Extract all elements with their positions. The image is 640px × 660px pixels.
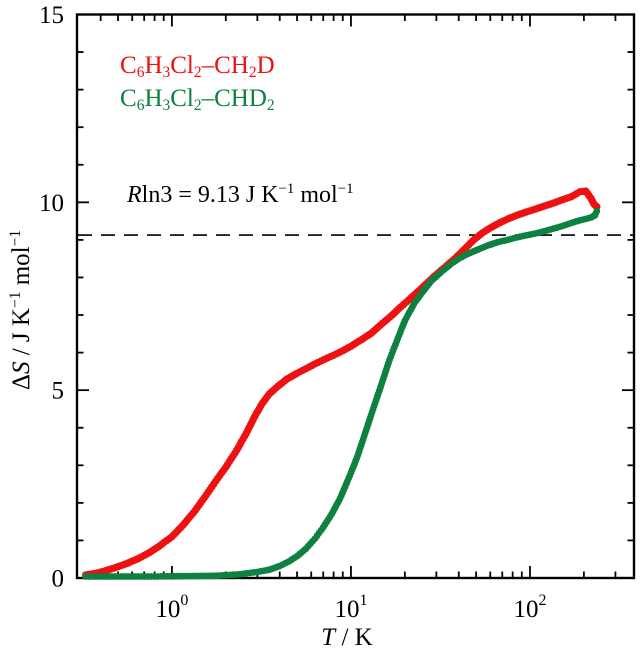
plot-frame bbox=[75, 13, 636, 580]
legend-item-ch2d: C6H3Cl2–CH2D bbox=[120, 52, 275, 82]
series-markers-ch2d bbox=[82, 187, 601, 579]
x-tick-label: 101 bbox=[334, 592, 367, 623]
y-tick-label: 5 bbox=[52, 378, 65, 405]
y-axis-title: ΔS / J K−1 mol−1 bbox=[6, 229, 35, 391]
x-axis-title: T / K bbox=[321, 624, 373, 651]
y-tick-label: 15 bbox=[39, 2, 64, 29]
legend-item-chd2: C6H3Cl2–CHD2 bbox=[120, 85, 275, 115]
legend: C6H3Cl2–CH2D C6H3Cl2–CHD2 bbox=[120, 49, 275, 115]
y-tick-label: 0 bbox=[52, 566, 65, 593]
series-markers-chd2 bbox=[82, 207, 601, 580]
x-tick-label: 102 bbox=[513, 592, 546, 623]
rln3-annotation: Rln3 = 9.13 J K−1 mol−1 bbox=[127, 181, 354, 208]
y-tick-label: 10 bbox=[39, 190, 64, 217]
x-tick-label: 100 bbox=[155, 592, 188, 623]
